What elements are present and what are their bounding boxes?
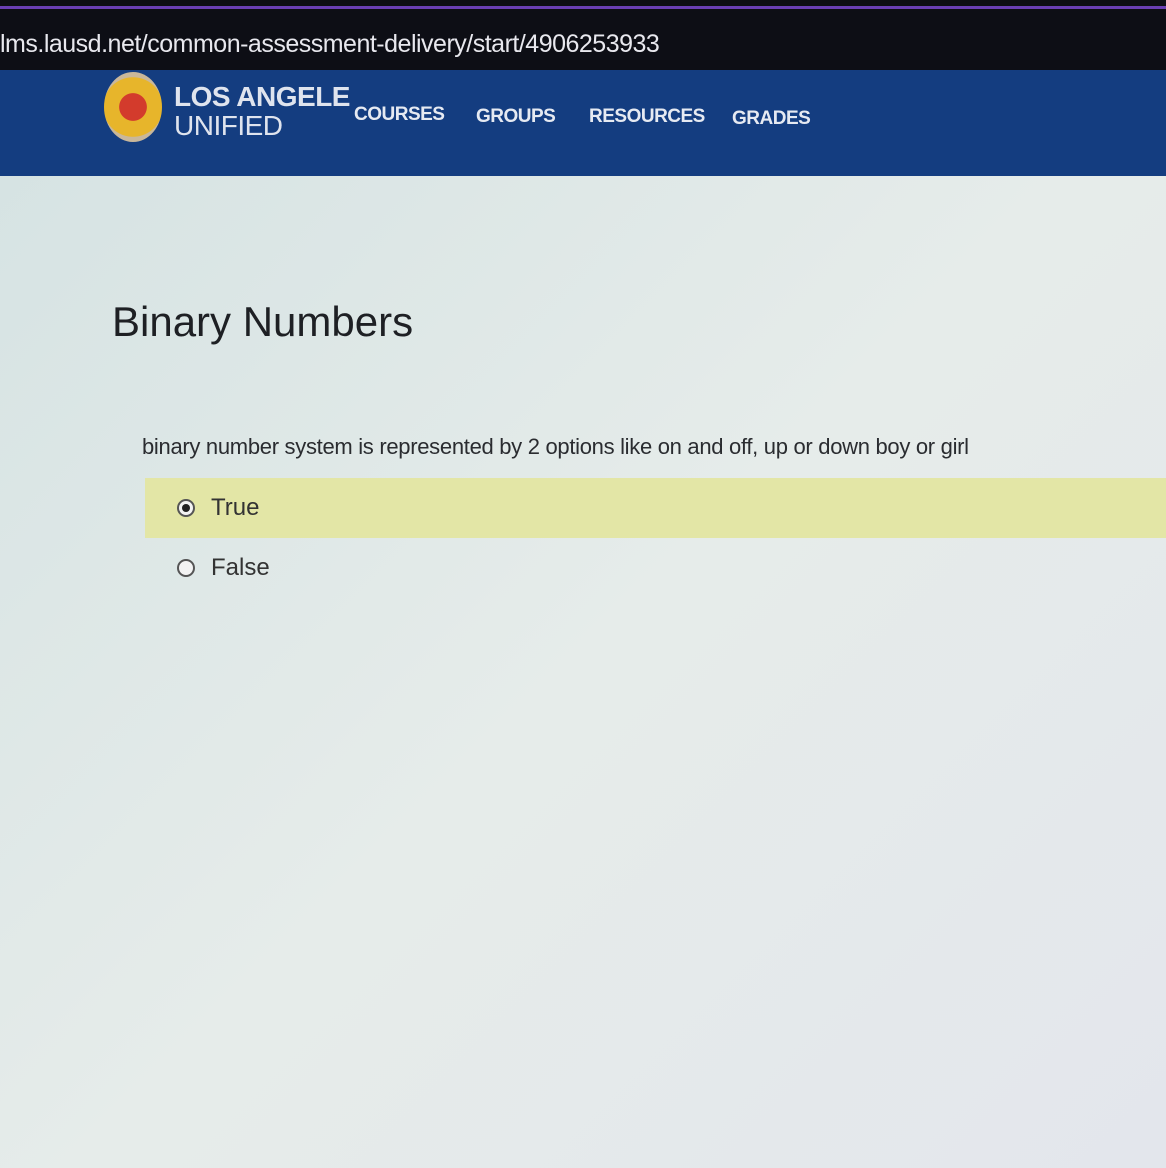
question-text: binary number system is represented by 2…: [142, 434, 969, 459]
option-label: False: [211, 554, 270, 581]
nav-groups[interactable]: GROUPS: [476, 106, 556, 127]
brand-name[interactable]: LOS ANGELE UNIFIED: [174, 82, 350, 140]
tab-accent-line: [0, 6, 1166, 9]
lausd-seal-logo[interactable]: [104, 72, 162, 142]
top-navigation: LOS ANGELE UNIFIED COURSES GROUPS RESOUR…: [0, 70, 1166, 176]
browser-address-bar: lms.lausd.net/common-assessment-delivery…: [0, 0, 1166, 76]
brand-line-2: UNIFIED: [174, 110, 283, 141]
brand-line-1: LOS ANGELE: [174, 81, 350, 112]
option-label: True: [211, 494, 260, 521]
page-title: Binary Numbers: [112, 298, 414, 345]
url-field[interactable]: lms.lausd.net/common-assessment-delivery…: [0, 30, 660, 58]
option-false[interactable]: False: [145, 538, 1166, 598]
radio-unselected-icon[interactable]: [177, 559, 195, 577]
nav-grades[interactable]: GRADES: [732, 108, 811, 129]
nav-courses[interactable]: COURSES: [354, 104, 445, 125]
radio-selected-icon[interactable]: [177, 499, 195, 517]
nav-resources[interactable]: RESOURCES: [589, 106, 705, 127]
option-true[interactable]: True: [145, 478, 1166, 538]
assessment-content: Binary Numbers binary number system is r…: [0, 176, 1166, 1168]
